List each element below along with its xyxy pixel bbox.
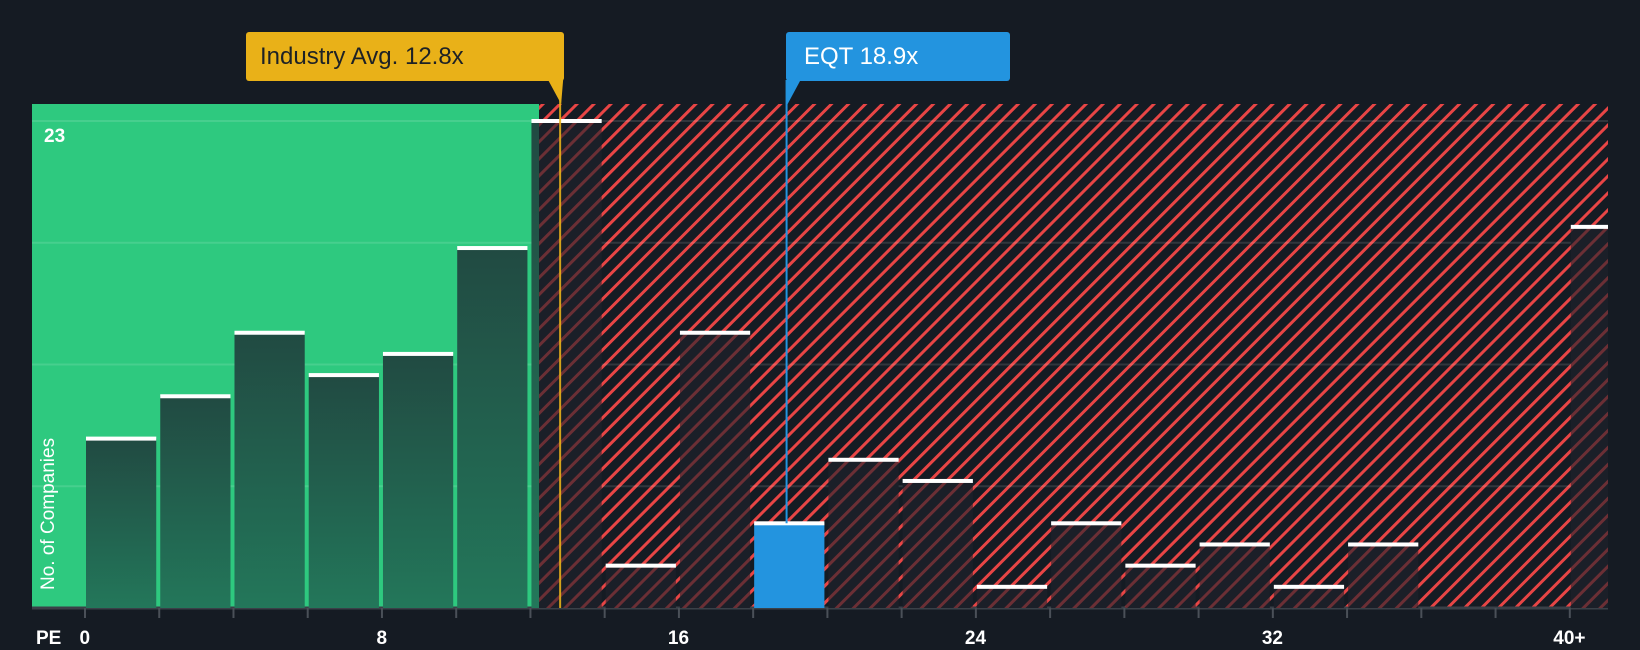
industry-callout-pointer	[548, 80, 564, 104]
histogram-bars	[86, 119, 1608, 609]
y-axis-title: No. of Companies	[38, 437, 59, 590]
histogram-bar	[308, 375, 379, 608]
industry-average-label: Industry Avg. 12.8x	[260, 43, 464, 70]
y-axis-max-label: 23	[44, 126, 66, 147]
bar-top-marker	[457, 246, 528, 251]
bar-top-marker	[531, 119, 602, 123]
x-axis-title: PE	[36, 628, 62, 649]
histogram-bar	[754, 523, 825, 608]
company-pe-label: EQT 18.9x	[804, 43, 919, 70]
company-pe-callout: EQT 18.9x	[786, 32, 1010, 81]
histogram-bar	[531, 121, 539, 608]
histogram-bar	[160, 396, 231, 608]
x-tick-label: 8	[376, 628, 388, 649]
histogram-bar	[902, 480, 973, 608]
bar-top-marker	[679, 330, 751, 335]
bar-top-marker	[902, 478, 973, 483]
histogram-bar	[1051, 523, 1122, 608]
bar-top-marker	[86, 436, 157, 441]
histogram-bar	[234, 332, 305, 608]
histogram-bar	[1273, 586, 1345, 608]
histogram-bar	[539, 121, 602, 608]
histogram-bar	[1125, 565, 1196, 608]
bar-top-marker	[1125, 563, 1196, 568]
bar-top-marker	[382, 351, 454, 356]
x-tick-label: 0	[79, 628, 91, 649]
bar-top-marker	[1273, 584, 1345, 589]
x-axis	[84, 608, 1571, 618]
histogram-bar	[86, 438, 157, 608]
industry-average-callout: Industry Avg. 12.8x	[246, 32, 564, 81]
bar-top-marker	[605, 563, 676, 568]
histogram-bar	[457, 248, 528, 609]
histogram-bar	[976, 586, 1048, 608]
bar-top-marker	[1199, 542, 1270, 547]
value-markers	[548, 80, 801, 608]
bar-top-marker	[308, 373, 379, 378]
x-tick-label: 16	[667, 628, 690, 649]
bar-top-marker	[1570, 224, 1608, 229]
x-tick-label: 32	[1261, 628, 1283, 649]
bar-top-marker	[160, 394, 231, 399]
histogram-bar	[1570, 226, 1608, 608]
company-callout-pointer	[786, 80, 801, 106]
bar-top-marker	[1051, 521, 1122, 526]
bar-top-marker	[1348, 542, 1419, 547]
x-tick-label: 40+	[1553, 628, 1586, 649]
histogram-bar	[605, 565, 676, 608]
bar-top-marker	[754, 521, 825, 526]
histogram-bar	[1348, 544, 1419, 608]
histogram-bar	[828, 459, 899, 608]
histogram-bar	[679, 332, 751, 608]
histogram-bar	[382, 353, 454, 608]
bar-top-marker	[976, 584, 1048, 589]
x-tick-label: 24	[964, 628, 987, 649]
histogram-bar	[1199, 544, 1270, 608]
bar-top-marker	[828, 457, 899, 462]
bar-top-marker	[234, 330, 305, 335]
